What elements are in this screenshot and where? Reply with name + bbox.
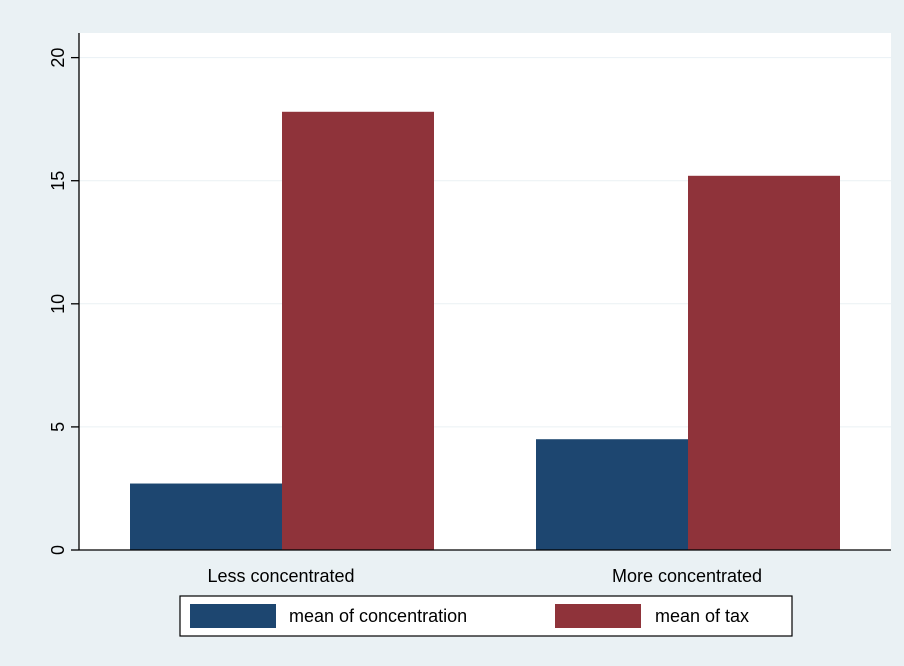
y-tick-label-15: 15 [48,171,68,191]
y-tick-label-10: 10 [48,294,68,314]
bars [130,111,840,551]
axes [78,33,891,551]
legend-swatch-mean-of-concentration [190,604,276,628]
legend-box [179,595,793,637]
y-tick-label-20: 20 [48,48,68,68]
bar-mean-of-concentration-0 [130,483,282,550]
legend-label-mean-of-tax: mean of tax [655,606,749,626]
bar-mean-of-tax-1 [688,175,840,551]
legend-swatch-mean-of-tax [555,604,641,628]
legend-label-mean-of-concentration: mean of concentration [289,606,467,626]
x-tick-label-more-concentrated: More concentrated [612,566,762,586]
bar-mean-of-tax-0 [282,111,434,551]
y-ticks: 0 5 10 15 20 [48,48,79,555]
x-tick-label-less-concentrated: Less concentrated [207,566,354,586]
x-axis-labels: Less concentrated More concentrated [207,566,762,586]
y-tick-label-5: 5 [48,422,68,432]
y-tick-label-0: 0 [48,545,68,555]
legend: mean of concentration mean of tax [179,595,793,637]
bar-mean-of-concentration-1 [536,439,688,550]
